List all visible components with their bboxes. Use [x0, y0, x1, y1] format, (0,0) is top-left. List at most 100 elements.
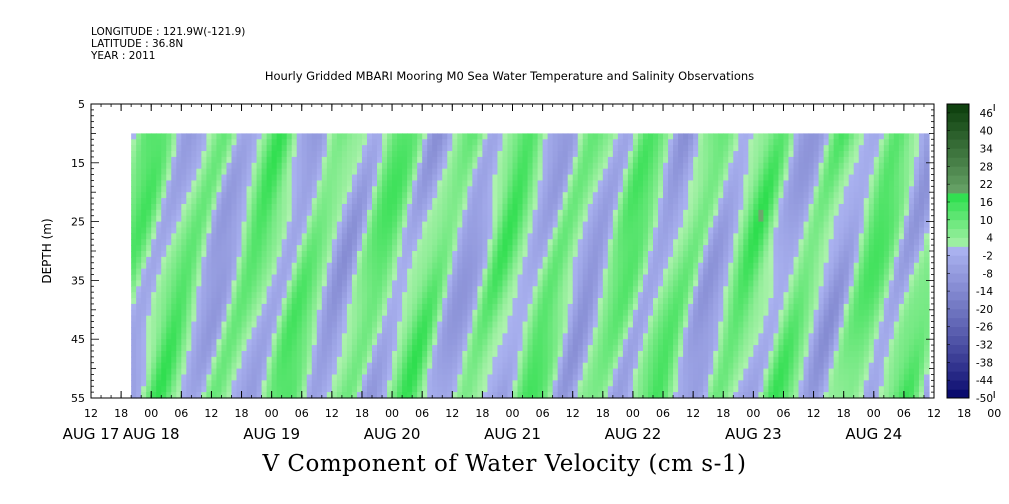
heatmap-cell: [291, 162, 298, 170]
heatmap-cell: [432, 374, 438, 381]
heatmap-cell: [487, 251, 494, 258]
heatmap-cell: [647, 256, 654, 264]
heatmap-cell: [392, 309, 398, 317]
heatmap-cell: [136, 162, 142, 170]
heatmap-cell: [622, 298, 629, 305]
heatmap-cell: [673, 350, 679, 358]
heatmap-cell: [377, 327, 383, 334]
heatmap-cell: [462, 286, 468, 293]
heatmap-cell: [351, 209, 358, 217]
heatmap-cell: [136, 168, 142, 176]
heatmap-cell: [186, 209, 192, 217]
heatmap-cell: [351, 303, 358, 311]
heatmap-cell: [532, 339, 539, 346]
heatmap-cell: [382, 251, 388, 258]
heatmap-cell: [422, 274, 428, 281]
heatmap-cell: [336, 286, 343, 293]
heatmap-cell: [447, 145, 453, 152]
heatmap-cell: [377, 374, 383, 381]
heatmap-cell: [216, 186, 223, 193]
heatmap-cell: [653, 145, 659, 152]
heatmap-cell: [517, 298, 524, 305]
heatmap-cell: [577, 356, 584, 364]
heatmap-cell: [447, 262, 453, 270]
heatmap-cell: [462, 174, 468, 182]
heatmap-cell: [658, 386, 664, 393]
heatmap-cell: [176, 298, 182, 305]
heatmap-cell: [477, 362, 483, 370]
heatmap-cell: [211, 392, 218, 399]
heatmap-cell: [472, 209, 478, 217]
heatmap-cell: [382, 333, 388, 340]
heatmap-cell: [181, 339, 187, 346]
heatmap-cell: [637, 268, 644, 276]
heatmap-cell: [176, 209, 182, 217]
heatmap-cell: [487, 268, 494, 276]
heatmap-cell: [678, 227, 684, 234]
heatmap-cell: [296, 303, 303, 311]
heatmap-cell: [161, 239, 167, 246]
heatmap-cell: [663, 386, 669, 393]
heatmap-cell: [311, 209, 318, 217]
heatmap-cell: [266, 339, 273, 346]
heatmap-cell: [341, 198, 348, 205]
heatmap-cell: [637, 362, 644, 370]
heatmap-cell: [492, 345, 499, 352]
heatmap-cell: [407, 139, 413, 146]
heatmap-cell: [557, 274, 564, 281]
heatmap-cell: [497, 286, 504, 293]
location-info: LONGITUDE : 121.9W(-121.9) LATITUDE : 36…: [91, 26, 245, 62]
heatmap-cell: [392, 262, 398, 270]
heatmap-cell: [301, 209, 308, 217]
heatmap-cell: [206, 321, 213, 329]
heatmap-cell: [377, 209, 383, 217]
heatmap-cell: [502, 309, 509, 317]
heatmap-cell: [477, 315, 483, 323]
heatmap-cell: [607, 268, 614, 276]
heatmap-cell: [171, 327, 177, 334]
heatmap-cell: [487, 180, 494, 187]
heatmap-cell: [607, 327, 614, 334]
heatmap-cell: [271, 268, 278, 276]
heatmap-cell: [678, 180, 684, 187]
heatmap-cell: [206, 174, 213, 182]
heatmap-cell: [356, 298, 363, 305]
heatmap-cell: [251, 151, 258, 158]
heatmap-cell: [482, 245, 489, 252]
heatmap-cell: [607, 203, 614, 211]
heatmap-cell: [131, 350, 137, 358]
heatmap-cell: [577, 303, 584, 311]
heatmap-cell: [572, 245, 579, 252]
heatmap-cell: [191, 174, 197, 182]
heatmap-cell: [326, 192, 333, 199]
heatmap-cell: [587, 245, 594, 252]
heatmap-cell: [663, 309, 669, 317]
heatmap-cell: [261, 374, 268, 381]
heatmap-cell: [617, 268, 624, 276]
heatmap-cell: [517, 168, 524, 176]
heatmap-cell: [311, 186, 318, 193]
heatmap-cell: [567, 339, 574, 346]
heatmap-cell: [397, 227, 403, 234]
heatmap-cell: [482, 162, 489, 170]
heatmap-cell: [331, 280, 338, 287]
heatmap-cell: [136, 133, 142, 140]
heatmap-cell: [642, 139, 649, 146]
heatmap-cell: [647, 368, 654, 376]
heatmap-cell: [266, 156, 273, 164]
heatmap-cell: [547, 262, 554, 270]
heatmap-cell: [517, 321, 524, 329]
heatmap-cell: [291, 321, 298, 329]
heatmap-cell: [632, 139, 639, 146]
heatmap-cell: [296, 162, 303, 170]
heatmap-cell: [196, 280, 202, 287]
heatmap-cell: [231, 345, 238, 352]
heatmap-cell: [246, 151, 253, 158]
heatmap-cell: [326, 321, 333, 329]
heatmap-cell: [366, 362, 373, 370]
heatmap-cell: [256, 368, 263, 376]
heatmap-cell: [477, 298, 483, 305]
heatmap-cell: [607, 245, 614, 252]
heatmap-cell: [417, 227, 423, 234]
heatmap-cell: [663, 162, 669, 170]
